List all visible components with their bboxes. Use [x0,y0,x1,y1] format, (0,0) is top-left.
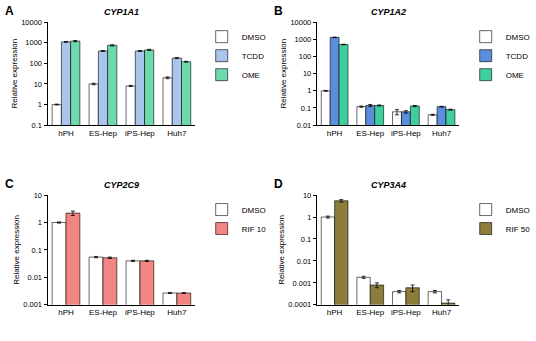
svg-text:ES-Hep: ES-Hep [356,308,385,317]
svg-text:0.001: 0.001 [23,300,42,309]
svg-text:0.1: 0.1 [32,121,42,130]
svg-text:RIF 50: RIF 50 [506,225,531,234]
svg-text:0.01: 0.01 [27,273,42,282]
svg-text:C: C [5,177,14,191]
svg-text:iPS-Hep: iPS-Hep [391,129,421,138]
svg-text:10: 10 [34,191,42,200]
svg-text:0.01: 0.01 [297,257,312,266]
svg-text:1: 1 [38,218,42,227]
svg-text:10: 10 [34,80,42,89]
svg-text:0.1: 0.1 [301,235,311,244]
svg-text:1: 1 [307,213,311,222]
svg-text:TCDD: TCDD [242,52,264,61]
svg-text:1000: 1000 [295,35,312,44]
svg-text:0.0001: 0.0001 [288,300,311,309]
svg-text:CYP1A1: CYP1A1 [104,7,139,17]
svg-text:TCDD: TCDD [506,52,528,61]
svg-text:D: D [274,177,283,191]
svg-text:0.001: 0.001 [293,279,312,288]
svg-text:hPH: hPH [58,129,74,138]
svg-text:Relative expression: Relative expression [10,39,19,109]
svg-text:Huh7: Huh7 [432,129,452,138]
svg-text:1000: 1000 [25,38,42,47]
svg-text:10000: 10000 [290,18,311,27]
svg-text:1: 1 [38,100,42,109]
svg-text:Relative expression: Relative expression [277,215,286,285]
svg-text:0.1: 0.1 [32,246,42,255]
svg-text:10: 10 [303,191,311,200]
svg-text:DMSO: DMSO [506,206,530,215]
svg-text:100: 100 [30,59,43,68]
svg-text:hPH: hPH [327,129,343,138]
svg-text:Huh7: Huh7 [167,129,187,138]
svg-text:DMSO: DMSO [242,206,266,215]
svg-text:ES-Hep: ES-Hep [356,129,385,138]
svg-text:hPH: hPH [327,308,343,317]
svg-text:A: A [5,4,14,18]
svg-text:Relative expression: Relative expression [279,39,288,109]
svg-text:CYP1A2: CYP1A2 [371,7,406,17]
svg-text:0.1: 0.1 [301,104,311,113]
svg-text:iPS-Hep: iPS-Hep [391,308,421,317]
svg-text:CYP3A4: CYP3A4 [371,180,406,190]
svg-text:Relative expression: Relative expression [12,215,21,285]
svg-text:CYP2C9: CYP2C9 [104,180,139,190]
svg-text:0.01: 0.01 [297,121,312,130]
svg-text:OME: OME [242,71,260,80]
svg-text:DMSO: DMSO [506,33,530,42]
svg-text:RIF 10: RIF 10 [242,225,267,234]
svg-text:10: 10 [303,69,311,78]
svg-text:10000: 10000 [21,18,42,27]
svg-text:OME: OME [506,71,524,80]
svg-text:DMSO: DMSO [242,33,266,42]
svg-text:iPS-Hep: iPS-Hep [125,129,155,138]
svg-text:ES-Hep: ES-Hep [89,129,118,138]
svg-text:1: 1 [307,86,311,95]
svg-text:hPH: hPH [58,308,74,317]
svg-text:ES-Hep: ES-Hep [89,308,118,317]
svg-text:iPS-Hep: iPS-Hep [125,308,155,317]
svg-text:100: 100 [299,52,312,61]
svg-text:Huh7: Huh7 [432,308,452,317]
svg-text:B: B [274,4,283,18]
svg-text:Huh7: Huh7 [167,308,187,317]
